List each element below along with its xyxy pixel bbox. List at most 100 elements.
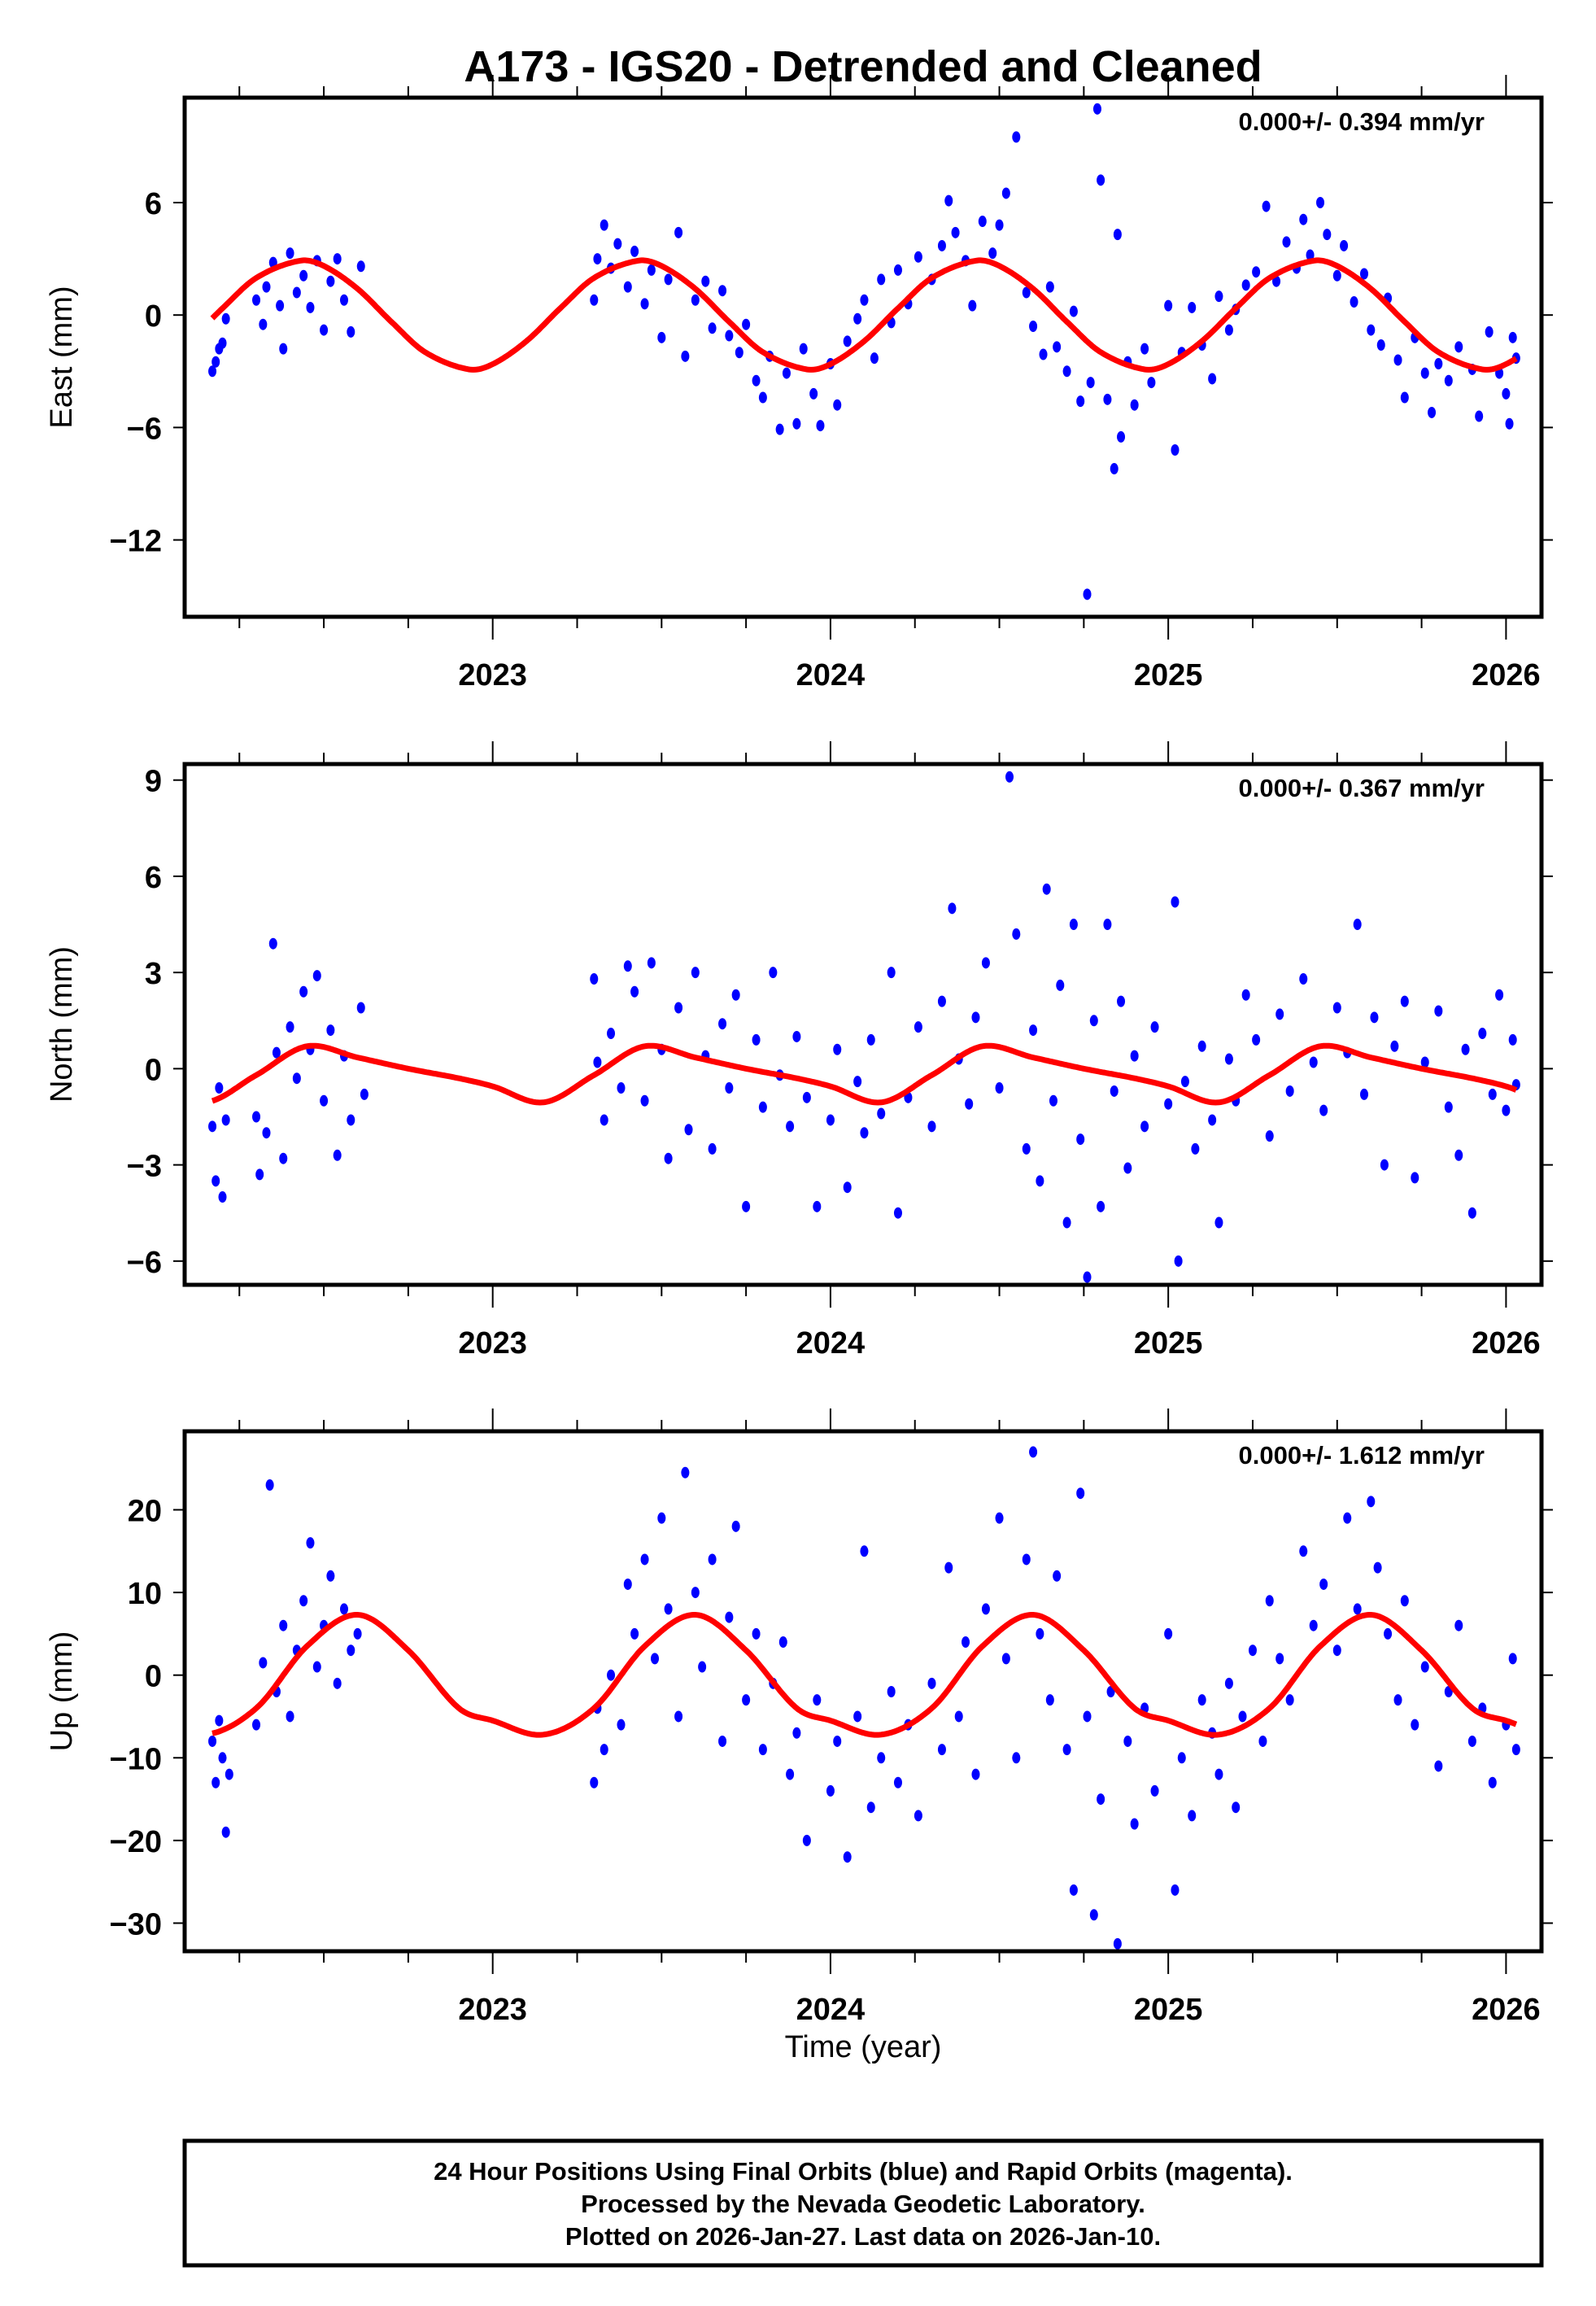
east-seasonal-fit-line	[210, 257, 1518, 373]
east-data-point	[1475, 410, 1484, 422]
east-data-point	[978, 216, 987, 228]
east-data-point	[600, 219, 608, 231]
up-data-point	[742, 1694, 751, 1706]
east-plot-frame	[182, 95, 1544, 619]
east-data-point	[593, 253, 602, 265]
north-data-point	[1110, 1085, 1119, 1097]
east-x-tick-label: 2026	[1472, 658, 1541, 692]
north-data-point	[1241, 989, 1250, 1001]
north-data-point	[1467, 1207, 1476, 1219]
up-data-point	[306, 1537, 315, 1549]
east-data-point	[944, 194, 953, 207]
up-data-point	[339, 1603, 348, 1615]
up-data-point	[1188, 1810, 1197, 1822]
east-data-point	[792, 417, 801, 430]
north-data-point	[1123, 1162, 1132, 1174]
up-data-point	[1467, 1735, 1476, 1747]
up-data-point	[1285, 1694, 1294, 1706]
north-data-point	[623, 960, 632, 972]
up-data-point	[600, 1744, 608, 1756]
east-data-point	[951, 226, 960, 238]
east-data-point	[1434, 358, 1443, 370]
east-data-point	[1306, 249, 1315, 261]
east-data-point	[752, 374, 761, 387]
east-x-tick-label: 2023	[458, 658, 527, 692]
east-data-point	[877, 273, 886, 286]
north-data-point	[1299, 973, 1308, 985]
east-data-point	[320, 324, 329, 336]
north-data-point	[1117, 995, 1126, 1007]
north-data-point	[725, 1082, 734, 1094]
north-x-tick-label: 2024	[796, 1326, 866, 1360]
east-data-point	[968, 299, 977, 312]
east-data-point	[853, 312, 862, 325]
east-data-point	[1332, 269, 1341, 282]
north-data-point	[860, 1127, 869, 1139]
east-data-point	[1039, 348, 1048, 360]
north-data-point	[272, 1046, 281, 1059]
north-data-point	[843, 1181, 852, 1194]
north-data-point	[268, 937, 277, 950]
up-data-point	[1083, 1710, 1092, 1723]
east-data-point	[356, 260, 365, 273]
up-data-point	[1177, 1752, 1186, 1764]
north-data-point	[1097, 1200, 1105, 1212]
up-data-point	[971, 1768, 980, 1780]
up-data-point	[1373, 1561, 1382, 1574]
north-data-point	[1508, 1033, 1517, 1046]
north-data-point	[1062, 1216, 1071, 1229]
north-data-point	[1478, 1028, 1487, 1040]
north-data-point	[887, 967, 896, 979]
east-data-point	[1069, 305, 1078, 317]
north-data-point	[607, 1028, 616, 1040]
north-data-point	[1319, 1104, 1328, 1116]
east-data-point	[1086, 377, 1095, 389]
up-data-point	[1248, 1644, 1257, 1657]
north-data-point	[813, 1200, 822, 1212]
north-data-point	[1083, 1271, 1092, 1283]
north-data-point	[1285, 1085, 1294, 1097]
up-data-point	[937, 1744, 946, 1756]
footer-line-1: 24 Hour Positions Using Final Orbits (bl…	[434, 2157, 1293, 2186]
east-data-point	[1420, 367, 1429, 379]
north-data-point	[718, 1018, 727, 1030]
up-data-point	[1488, 1776, 1497, 1788]
north-data-point	[640, 1094, 649, 1107]
north-data-point	[299, 985, 308, 998]
north-data-point	[1069, 919, 1078, 931]
east-data-point	[1130, 399, 1139, 411]
up-data-point	[1238, 1710, 1247, 1723]
up-data-point	[1113, 1937, 1122, 1950]
east-data-point	[259, 318, 268, 330]
east-data-point	[326, 275, 335, 287]
up-y-tick-label: 10	[128, 1577, 162, 1611]
north-data-point	[286, 1021, 294, 1033]
east-data-point	[1208, 373, 1217, 385]
up-data-point	[1232, 1802, 1241, 1814]
east-data-point	[630, 245, 639, 257]
north-data-point	[1444, 1101, 1453, 1113]
north-data-point	[1434, 1005, 1443, 1017]
up-data-point	[833, 1735, 842, 1747]
up-y-tick-label: 20	[128, 1495, 162, 1529]
east-points	[208, 103, 1520, 601]
north-y-tick-label: 9	[145, 765, 162, 799]
north-y-tick-label: −6	[127, 1246, 162, 1280]
east-data-point	[1252, 266, 1261, 278]
up-data-point	[1150, 1784, 1159, 1797]
east-data-point	[1272, 275, 1281, 287]
east-data-point	[742, 318, 751, 330]
east-data-point	[292, 286, 301, 299]
east-data-point	[279, 343, 288, 355]
north-data-point	[208, 1120, 217, 1133]
north-data-point	[1029, 1024, 1038, 1037]
north-data-point	[742, 1200, 751, 1212]
up-data-point	[853, 1710, 862, 1723]
up-data-point	[691, 1587, 700, 1599]
east-data-point	[1001, 187, 1010, 199]
east-data-point	[1454, 341, 1463, 353]
east-data-point	[735, 347, 743, 359]
east-data-point	[1262, 200, 1271, 212]
north-data-point	[1022, 1142, 1031, 1155]
up-data-point	[1164, 1627, 1173, 1640]
